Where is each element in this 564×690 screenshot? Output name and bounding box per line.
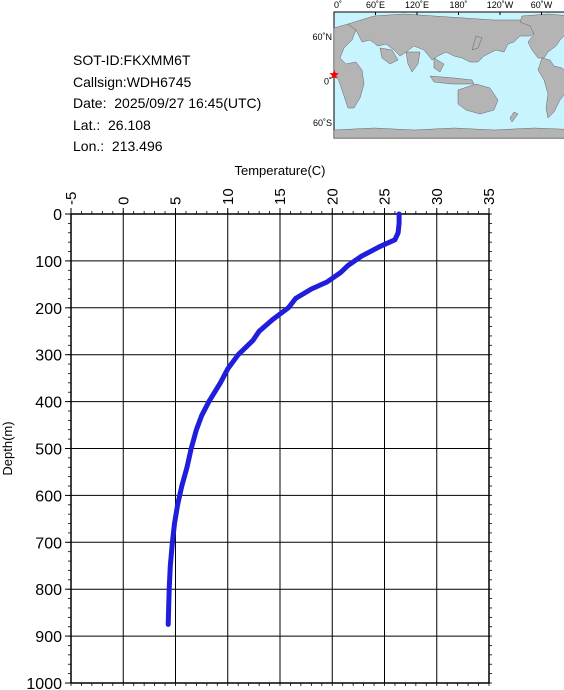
map-lon-label: 60˚W: [531, 0, 553, 10]
x-tick-label: 25: [377, 188, 394, 205]
y-tick-label: 700: [35, 535, 62, 552]
y-tick-label: 800: [35, 582, 62, 599]
x-tick-label: 10: [220, 188, 237, 205]
map-lon-label: 180˚: [449, 0, 467, 10]
x-axis-title: Temperature(C): [234, 163, 325, 178]
x-tick-label: 15: [272, 188, 289, 205]
x-tick-label: 5: [168, 197, 185, 205]
x-tick-labels: -5 0 5 10 15 20 25 30 35: [63, 188, 498, 205]
y-tick-label: 400: [35, 395, 62, 412]
map-lat-label: 0˚: [324, 76, 332, 86]
map-land: [333, 13, 564, 139]
y-tick-label: 900: [35, 629, 62, 646]
date-label: Date: 2025/09/27 16:45(UTC): [73, 95, 262, 112]
y-axis-title: Depth(m): [0, 421, 15, 475]
map-lon-label: 60˚E: [366, 0, 385, 10]
y-tick-label: 100: [35, 254, 62, 271]
y-tick-label: 0: [53, 207, 62, 224]
location-map: 0˚ 60˚E 120˚E 180˚ 120˚W 60˚W 0˚ 60˚N 0˚…: [312, 0, 564, 150]
map-ticks: [333, 12, 542, 15]
x-axis-ticks: [70, 208, 490, 686]
y-tick-label: 1000: [26, 676, 62, 690]
map-lon-label: 120˚W: [487, 0, 514, 10]
map-longitude-labels: 0˚ 60˚E 120˚E 180˚ 120˚W 60˚W 0˚: [334, 0, 553, 10]
map-lon-label: 0˚: [334, 0, 342, 10]
y-tick-label: 300: [35, 348, 62, 365]
y-tick-label: 500: [35, 442, 62, 459]
temperature-profile-line: [165, 211, 402, 627]
map-lat-label: 60˚S: [313, 118, 332, 128]
y-tick-label: 600: [35, 488, 62, 505]
x-tick-label: 30: [429, 188, 446, 205]
float-position-marker: [329, 69, 339, 79]
callsign-label: Callsign:WDH6745: [73, 73, 192, 90]
float-info: SOT-ID:FKXMM6T Callsign:WDH6745 Date: 20…: [73, 50, 261, 158]
x-tick-label: 0: [115, 197, 132, 205]
plot-frame: [70, 213, 490, 684]
y-tick-labels: 0 100 200 300 400 500 600 700 800 900 1000: [26, 207, 62, 690]
chart-grid: [70, 213, 490, 684]
x-tick-label: 20: [324, 188, 341, 205]
x-tick-label: 35: [481, 188, 498, 205]
y-tick-label: 200: [35, 301, 62, 318]
x-tick-label: -5: [63, 192, 80, 205]
map-lat-label: 60˚N: [312, 32, 332, 42]
map-latitude-labels: 60˚N 0˚ 60˚S: [312, 32, 332, 128]
y-axis-ticks: [65, 213, 492, 684]
sot-id-label: SOT-ID:FKXMM6T: [73, 52, 191, 68]
map-lon-label: 120˚E: [405, 0, 429, 10]
longitude-label: Lon.: 213.496: [73, 138, 163, 155]
latitude-label: Lat.: 26.108: [73, 116, 151, 133]
